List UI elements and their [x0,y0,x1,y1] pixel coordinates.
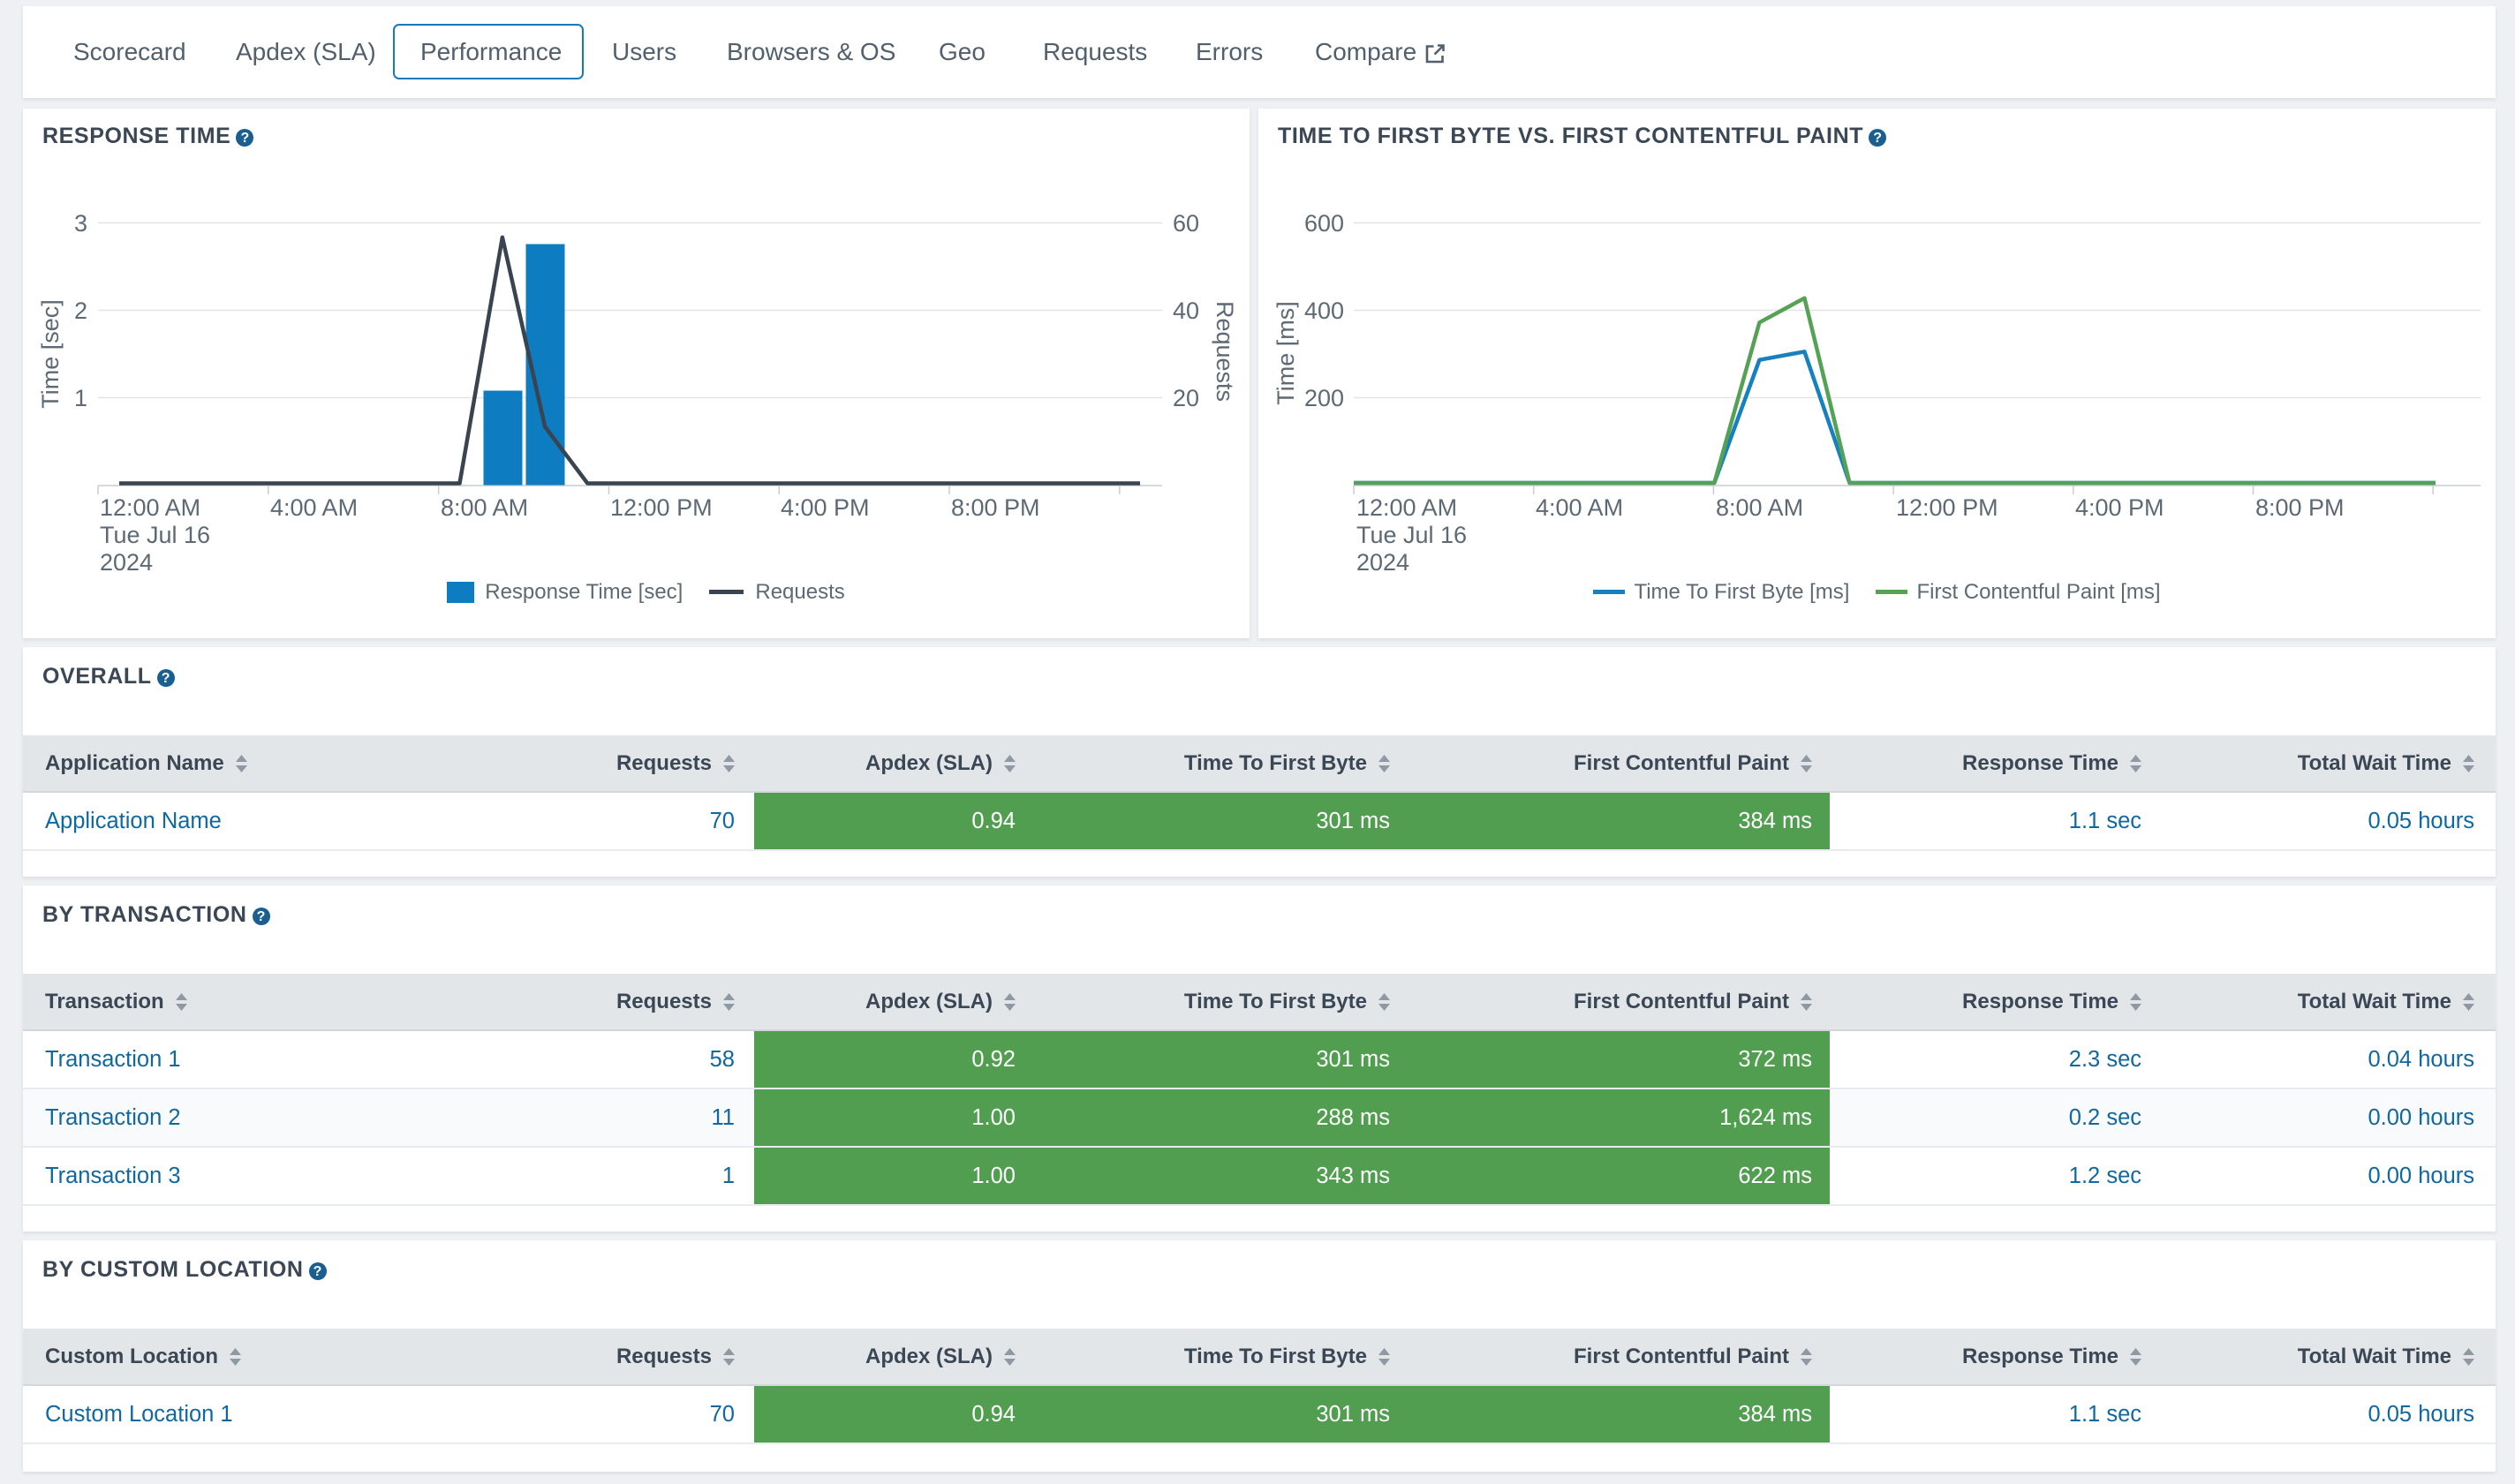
svg-text:Tue Jul 16: Tue Jul 16 [100,522,210,548]
svg-text:8:00 AM: 8:00 AM [1716,494,1803,521]
svg-text:2: 2 [74,298,87,324]
svg-text:2024: 2024 [100,549,153,576]
svg-text:4:00 AM: 4:00 AM [1536,494,1623,521]
svg-text:8:00 PM: 8:00 PM [2255,494,2345,521]
svg-text:Tue Jul 16: Tue Jul 16 [1356,522,1467,548]
svg-text:12:00 AM: 12:00 AM [1356,494,1457,521]
svg-text:1: 1 [74,385,87,411]
svg-text:12:00 PM: 12:00 PM [1896,494,1998,521]
svg-text:Time [ms]: Time [ms] [1273,301,1299,405]
svg-text:8:00 PM: 8:00 PM [951,494,1040,521]
svg-text:40: 40 [1173,298,1199,324]
svg-text:400: 400 [1304,298,1344,324]
svg-text:600: 600 [1304,210,1344,237]
svg-text:12:00 AM: 12:00 AM [100,494,200,521]
svg-text:4:00 PM: 4:00 PM [781,494,870,521]
svg-text:8:00 AM: 8:00 AM [441,494,528,521]
svg-text:2024: 2024 [1356,549,1409,576]
svg-text:20: 20 [1173,385,1199,411]
svg-text:60: 60 [1173,210,1199,237]
svg-text:200: 200 [1304,385,1344,411]
svg-text:12:00 PM: 12:00 PM [610,494,713,521]
svg-text:4:00 AM: 4:00 AM [270,494,358,521]
svg-text:Time [sec]: Time [sec] [37,299,64,409]
svg-text:4:00 PM: 4:00 PM [2075,494,2164,521]
svg-text:Requests: Requests [1212,301,1238,402]
svg-text:3: 3 [74,210,87,237]
